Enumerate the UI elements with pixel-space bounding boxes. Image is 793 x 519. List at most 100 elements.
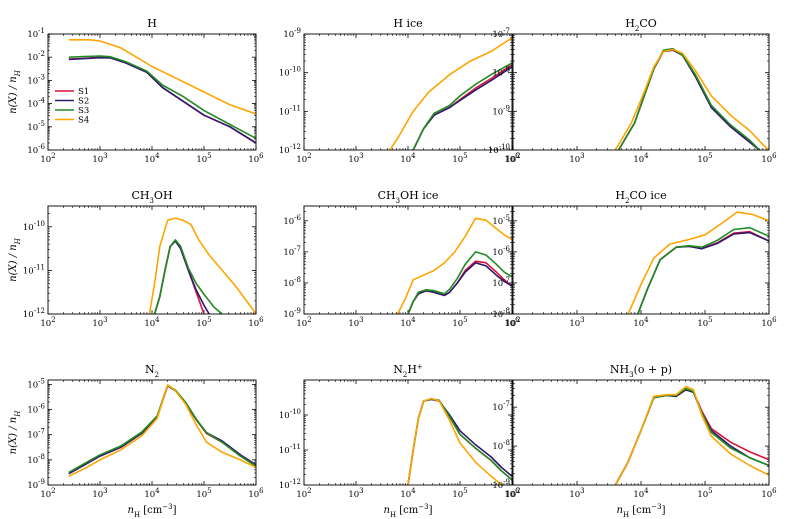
axes-frame — [47, 379, 257, 486]
y-tick-label: 10-8 — [492, 439, 510, 452]
panel-title: N2 — [145, 363, 159, 379]
y-tick-label: 10-9 — [492, 478, 510, 491]
x-tick-label: 105 — [452, 487, 467, 500]
series-line-s3 — [153, 239, 223, 314]
series-line-s3 — [407, 251, 512, 314]
series-line-s3 — [68, 384, 256, 474]
y-tick-label: 10-5 — [27, 377, 45, 390]
y-tick-label: 10-10 — [23, 220, 45, 233]
axes-frame — [47, 33, 257, 151]
series-line-s1 — [637, 230, 769, 314]
series-line-s4 — [68, 39, 256, 115]
x-tick-label: 104 — [400, 152, 416, 165]
panel-1: H 102 103 104 105 106 10-6 10-5 10-4 10-3 10-2 10-1… — [8, 17, 264, 165]
series-line-s3 — [637, 226, 769, 314]
panel-title: NH3(o + p) — [610, 363, 672, 379]
x-tick-label: 105 — [196, 316, 211, 329]
minor-ticks — [513, 34, 769, 150]
y-tick-label: 10-11 — [279, 443, 301, 456]
x-tick-label: 103 — [569, 487, 584, 500]
y-tick-label: 10-7 — [492, 276, 510, 289]
x-tick-label: 105 — [196, 487, 211, 500]
panel-5: CH3OH ice 102 103 104 105 106 10-9 10-8 10-7 10-6 — [283, 189, 520, 329]
x-axis-label: nH [cm−3] — [384, 503, 433, 519]
x-tick-label: 105 — [697, 152, 712, 165]
series-line-s4 — [388, 37, 512, 150]
panel-8: N2H+ 102 103 104 105 106 10-12 10-11 10-10 nH [cm… — [279, 363, 520, 519]
y-tick-label: 10-6 — [27, 143, 45, 156]
y-tick-label: 10-12 — [23, 307, 45, 320]
x-tick-label: 102 — [505, 152, 520, 165]
x-tick-label: 104 — [633, 487, 649, 500]
series-line-s4 — [614, 48, 769, 150]
panel-title: CH3OH ice — [378, 189, 439, 205]
x-tick-label: 102 — [296, 316, 311, 329]
legend-item-s2: S2 — [55, 97, 89, 107]
x-tick-label: 103 — [569, 316, 584, 329]
x-tick-label: 103 — [348, 487, 363, 500]
y-tick-label: 10-8 — [492, 307, 510, 320]
y-tick-label: 10-10 — [279, 66, 301, 79]
x-tick-label: 106 — [248, 316, 264, 329]
x-tick-label: 103 — [348, 152, 363, 165]
x-axis-label: nH [cm−3] — [617, 503, 666, 519]
panel-title: H ice — [393, 17, 422, 30]
y-tick-label: 10-1 — [27, 27, 45, 40]
x-tick-label: 105 — [697, 487, 712, 500]
minor-ticks — [48, 380, 256, 485]
series-group — [407, 397, 512, 485]
x-tick-label: 102 — [505, 487, 520, 500]
legend-item-s1: S1 — [55, 87, 89, 97]
minor-ticks — [304, 380, 512, 485]
y-tick-label: 10-12 — [279, 143, 301, 156]
y-tick-label: 10-7 — [27, 428, 45, 441]
y-tick-label: 10-9 — [27, 478, 45, 491]
y-tick-label: 10-8 — [492, 66, 510, 79]
x-tick-label: 106 — [761, 487, 777, 500]
x-tick-label: 104 — [400, 316, 416, 329]
y-tick-label: 10-5 — [492, 214, 510, 227]
x-tick-label: 106 — [504, 487, 520, 500]
axes-frame — [303, 379, 513, 486]
x-tick-label: 104 — [633, 152, 649, 165]
series-line-s4 — [614, 385, 769, 485]
x-tick-label: 104 — [633, 316, 649, 329]
y-axis-label: n(X) / nH — [8, 69, 22, 114]
panel-title: N2H+ — [393, 363, 423, 379]
x-tick-label: 102 — [40, 316, 55, 329]
y-tick-label: 10-6 — [27, 403, 45, 416]
panel-title: H — [147, 17, 157, 30]
x-tick-label: 103 — [92, 152, 107, 165]
panel-9: NH3(o + p)102 103 104 105 10610-910-810-7nH … — [492, 363, 777, 519]
series-line-s2 — [407, 262, 512, 314]
x-tick-label: 105 — [697, 316, 712, 329]
panel-2: H ice 102 103 104 105 106 10-12 10-11 10-10 10-9 — [279, 17, 520, 165]
y-axis-label: n(X) / nH — [8, 410, 22, 455]
axes-frame — [303, 33, 513, 151]
x-tick-label: 103 — [92, 487, 107, 500]
y-tick-label: 10-7 — [492, 27, 510, 40]
y-tick-label: 10-11 — [279, 104, 301, 117]
minor-ticks — [513, 206, 769, 314]
x-tick-label: 102 — [505, 316, 520, 329]
legend-label: S4 — [78, 116, 89, 126]
y-tick-label: 10-8 — [27, 453, 45, 466]
x-tick-label: 103 — [348, 316, 363, 329]
x-tick-label: 102 — [40, 152, 55, 165]
axes-frame — [303, 205, 513, 315]
series-line-s1 — [153, 240, 205, 314]
y-tick-label: 10-12 — [279, 478, 301, 491]
minor-ticks — [304, 206, 512, 314]
y-tick-label: 10-9 — [492, 104, 510, 117]
panel-title: CH3OH — [131, 189, 172, 205]
y-tick-label: 10-8 — [283, 276, 301, 289]
panel-7: N2 102 103 104 105 106 10-9 10-8 10-7 10-6 10-5 n(X… — [8, 363, 264, 519]
y-tick-label: 10-10 — [488, 143, 510, 156]
x-tick-label: 102 — [296, 152, 311, 165]
series-group — [388, 37, 512, 150]
y-tick-label: 10-9 — [283, 27, 301, 40]
series-line-s1 — [68, 56, 256, 144]
axes-frame — [512, 379, 770, 486]
x-tick-label: 106 — [248, 487, 264, 500]
x-tick-label: 106 — [761, 316, 777, 329]
